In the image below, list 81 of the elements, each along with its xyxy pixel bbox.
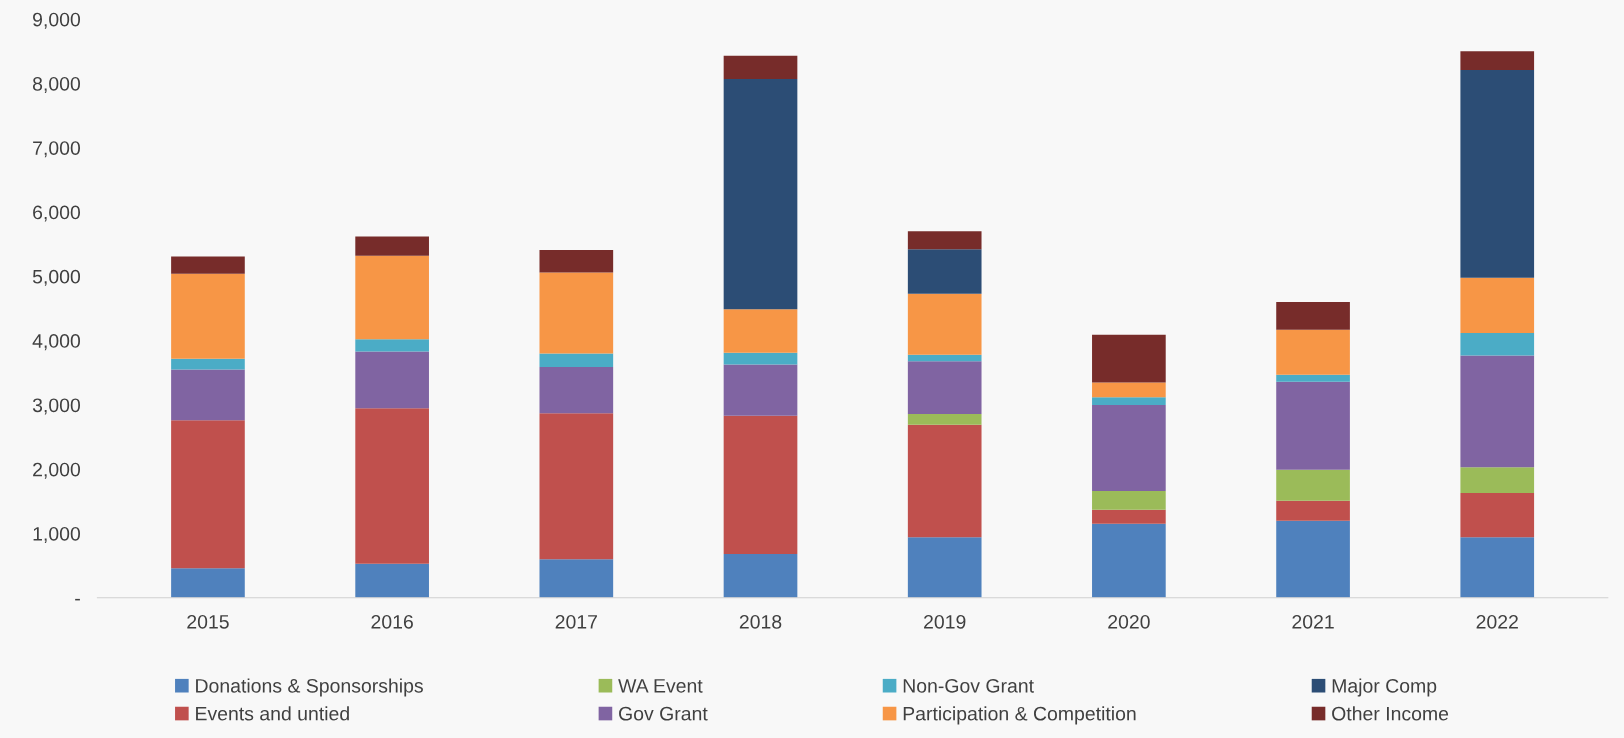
bar [1092,397,1166,405]
bar [539,413,614,560]
y-tick-label: 9,000 [33,12,81,29]
x-tick-label: 2020 [1108,614,1150,629]
bar [1276,520,1350,598]
legend-label: Gov Grant [619,706,708,721]
legend-label: Donations & Sponsorships [196,678,423,697]
bar [907,249,982,294]
bar [355,236,429,256]
legend-label: Other Income [1332,706,1449,721]
x-tick-label: 2018 [739,614,782,629]
legend-label: WA Event [618,679,703,693]
x-tick-label: 2015 [187,614,229,629]
bar [1092,509,1166,524]
x-tick-label: 2021 [1292,614,1334,629]
bar [1092,334,1166,383]
bar [539,366,614,414]
bar [907,231,982,250]
bar [355,255,429,340]
bar [723,78,798,310]
legend-label: Major Comp [1332,678,1437,697]
y-tick-label: - [75,598,80,601]
bar [171,256,245,274]
bar [1276,469,1350,501]
bar [1276,381,1350,470]
bar [171,273,245,359]
x-tick-label: 2017 [555,614,597,629]
bar [539,249,614,273]
bar [1460,355,1535,468]
legend-label: Events and untied [196,706,349,721]
x-tick-label: 2016 [371,614,413,629]
y-tick-label: 3,000 [32,398,81,415]
bar [355,339,429,352]
bar [723,554,798,598]
bar [723,352,798,365]
bar [907,413,982,425]
bar [723,55,798,79]
bar [907,293,982,355]
bar [1092,404,1166,492]
bar [723,309,798,353]
y-tick-label: 6,000 [33,205,81,222]
bar [1276,302,1350,330]
bar [1276,500,1350,521]
bar [907,354,982,362]
y-tick-label: 4,000 [32,334,81,351]
bar [539,353,614,367]
legend-label: Non-Gov Grant [903,678,1034,693]
bar [171,358,245,370]
bar [355,563,429,598]
bar [355,351,429,409]
bar [355,408,429,564]
bar [171,369,245,421]
y-tick-label: 5,000 [32,269,81,286]
legend-label: Participation & Competition [903,706,1136,725]
bar [1092,491,1166,510]
bar [723,415,798,555]
bar [907,537,982,598]
bar [907,361,982,414]
x-tick-label: 2022 [1476,614,1518,629]
y-tick-label: 1,000 [33,526,81,544]
bar [1092,523,1166,598]
bar [1460,492,1535,538]
bar [1460,467,1535,493]
bar [539,272,614,354]
x-tick-label: 2019 [924,614,966,629]
y-tick-label: 7,000 [33,141,81,158]
bar [1460,69,1535,278]
bar [1460,277,1535,333]
bar [539,559,614,598]
bar [1460,537,1535,598]
bar [907,424,982,538]
bar [1092,382,1166,398]
y-tick-label: 8,000 [32,76,81,94]
bar [1460,332,1535,356]
y-tick-label: 2,000 [33,462,81,479]
bar [171,568,245,598]
bar [1276,374,1350,382]
bar [171,420,245,569]
bar [723,364,798,416]
bar [1276,329,1350,375]
bar [1460,51,1535,70]
